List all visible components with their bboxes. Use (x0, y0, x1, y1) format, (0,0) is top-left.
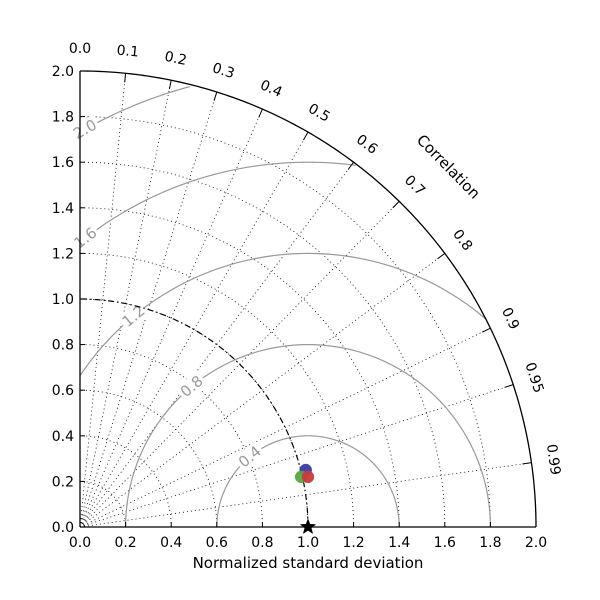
correlation-tick-mark (481, 327, 491, 333)
y-tick-label: 1.4 (52, 201, 74, 217)
ticks-layer: 0.00.00.20.20.40.40.60.60.80.81.01.01.21… (52, 41, 563, 551)
x-tick-label: 1.0 (297, 535, 319, 551)
y-tick-label: 1.0 (52, 292, 74, 308)
rms-contour-label: 1.2 (119, 302, 149, 331)
correlation-tick-mark (258, 108, 263, 118)
y-tick-label: 0.6 (52, 383, 74, 399)
x-axis-label: Normalized standard deviation (193, 554, 424, 572)
reference-star-marker (299, 518, 317, 535)
correlation-tick-label: 0.7 (401, 172, 428, 199)
std-grid-arc (79, 116, 491, 528)
x-tick-label: 1.6 (434, 535, 456, 551)
correlation-tick-mark (437, 252, 446, 260)
x-tick-label: 0.0 (69, 535, 91, 551)
correlation-tick-label: 0.6 (353, 132, 380, 158)
outer-correlation-arc (79, 70, 537, 528)
x-tick-label: 0.2 (114, 535, 136, 551)
correlation-grid-ray (79, 327, 491, 528)
correlation-grid-ray (79, 73, 126, 528)
x-tick-label: 1.4 (388, 535, 410, 551)
correlation-tick-mark (124, 73, 127, 83)
y-tick-label: 2.0 (52, 64, 74, 80)
rms-contour (125, 343, 491, 528)
y-tick-label: 0.0 (52, 520, 74, 536)
correlation-tick-mark (168, 80, 172, 90)
std-grid-arc (79, 253, 354, 528)
correlation-tick-mark (504, 384, 514, 388)
y-tick-label: 1.8 (52, 110, 74, 126)
correlation-tick-label: 0.0 (69, 41, 91, 57)
y-tick-label: 1.2 (52, 246, 74, 262)
data-point (301, 470, 315, 484)
correlation-tick-label: 0.5 (305, 101, 332, 126)
correlation-tick-mark (213, 91, 218, 101)
rms-contour (79, 85, 191, 133)
grid-layer (79, 73, 532, 528)
y-tick-label: 1.6 (52, 155, 74, 171)
x-tick-label: 1.8 (479, 535, 501, 551)
correlation-tick-mark (392, 201, 400, 209)
x-tick-label: 1.2 (342, 535, 364, 551)
correlation-grid-ray (79, 108, 263, 528)
std-grid-arc (79, 207, 400, 528)
axes-layer (79, 70, 537, 528)
correlation-tick-label: 0.3 (210, 60, 236, 82)
std-grid-arc (79, 389, 218, 528)
y-tick-label: 0.2 (52, 474, 74, 490)
correlation-tick-mark (522, 462, 532, 465)
rms-contour-label: 1.6 (71, 224, 101, 253)
x-tick-label: 0.4 (160, 535, 182, 551)
x-tick-label: 0.8 (251, 535, 273, 551)
rms-contour-label-bg (233, 440, 267, 473)
correlation-tick-mark (303, 131, 309, 141)
correlation-tick-label: 0.9 (498, 305, 522, 332)
y-tick-label: 0.8 (52, 338, 74, 354)
correlation-tick-label: 0.2 (163, 49, 188, 69)
std-grid-arc (79, 344, 263, 528)
rms-contour-label-bg (68, 222, 103, 254)
correlation-tick-label: 0.1 (116, 43, 140, 61)
correlation-grid-ray (79, 161, 354, 528)
x-tick-label: 2.0 (525, 535, 547, 551)
x-tick-label: 0.6 (206, 535, 228, 551)
points-layer (294, 463, 317, 535)
correlation-tick-label: 0.4 (258, 77, 285, 101)
correlation-grid-ray (79, 253, 446, 528)
rms-contour (216, 435, 400, 528)
rms-contour-label-bg (68, 114, 102, 144)
correlation-tick-label: 0.95 (521, 361, 546, 396)
rms-contour (81, 161, 356, 241)
correlation-tick-mark (347, 161, 355, 170)
correlation-tick-label: 0.8 (449, 227, 475, 254)
std-grid-arc (79, 161, 446, 528)
rms-contour-label-bg (117, 300, 151, 333)
correlation-tick-label: 0.99 (543, 443, 563, 476)
rms-contour-label-bg (175, 370, 209, 403)
y-tick-label: 0.4 (52, 429, 74, 445)
